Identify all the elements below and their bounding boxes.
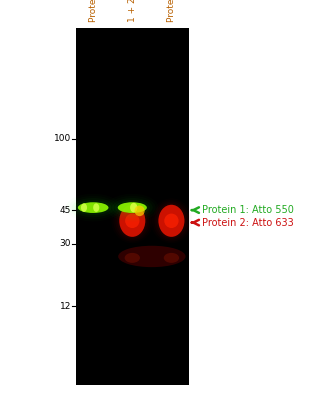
Ellipse shape <box>119 205 145 237</box>
Ellipse shape <box>158 205 185 237</box>
Ellipse shape <box>164 253 179 263</box>
Ellipse shape <box>93 203 99 212</box>
Ellipse shape <box>125 213 140 228</box>
Ellipse shape <box>115 200 150 215</box>
Ellipse shape <box>118 246 186 267</box>
Ellipse shape <box>158 205 185 237</box>
Ellipse shape <box>118 202 147 213</box>
Text: 1 + 2: 1 + 2 <box>128 0 137 22</box>
Ellipse shape <box>78 202 108 213</box>
Text: 30: 30 <box>59 239 71 249</box>
Ellipse shape <box>157 203 186 239</box>
Ellipse shape <box>81 203 87 212</box>
Ellipse shape <box>130 203 137 213</box>
Text: 45: 45 <box>60 206 71 215</box>
Ellipse shape <box>118 202 147 213</box>
Ellipse shape <box>75 200 112 215</box>
Text: Protein 2: Protein 2 <box>167 0 176 22</box>
Text: Protein 1: Atto 550: Protein 1: Atto 550 <box>202 205 294 215</box>
Bar <box>76 28 189 385</box>
Ellipse shape <box>164 213 179 228</box>
Ellipse shape <box>125 253 140 263</box>
Ellipse shape <box>78 202 108 213</box>
Text: Protein 2: Atto 633: Protein 2: Atto 633 <box>202 217 293 228</box>
Ellipse shape <box>119 205 145 237</box>
Text: 100: 100 <box>54 134 71 143</box>
Ellipse shape <box>135 205 145 216</box>
Text: Protein 1: Protein 1 <box>89 0 98 22</box>
Text: 12: 12 <box>60 302 71 311</box>
Ellipse shape <box>117 203 147 239</box>
